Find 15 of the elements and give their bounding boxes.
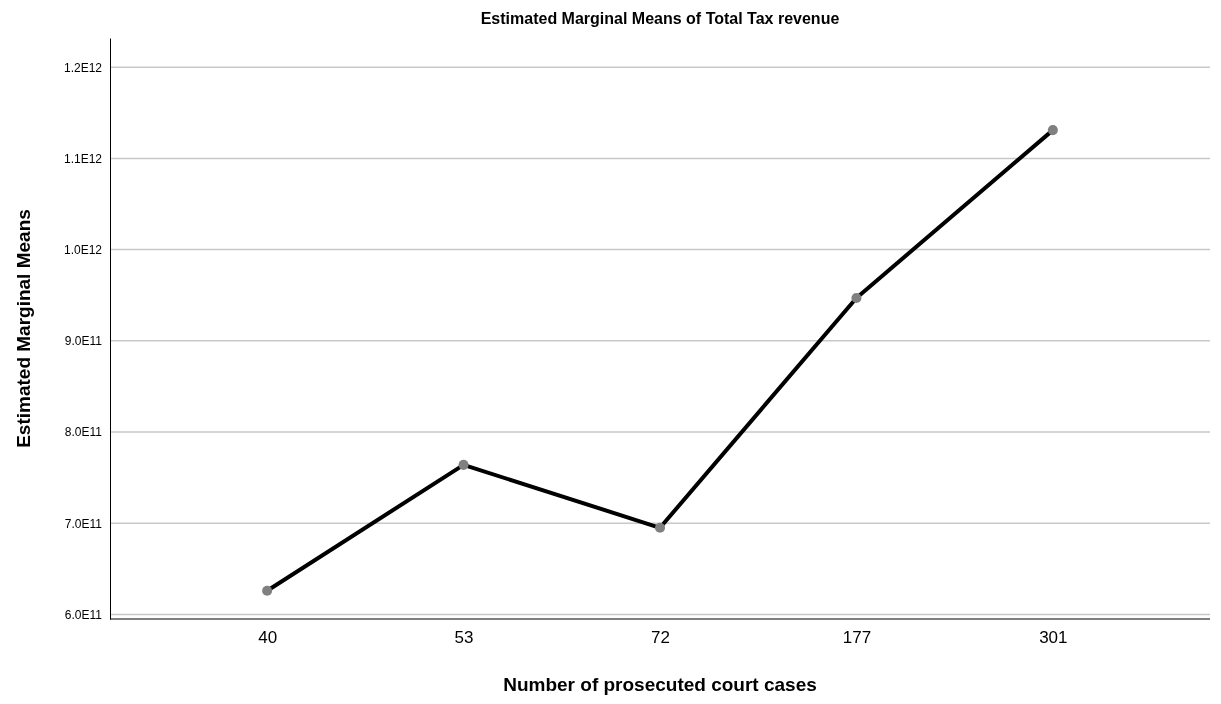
x-tick-label: 301 bbox=[1039, 628, 1068, 648]
y-tick-label: 1.2E12 bbox=[63, 60, 103, 75]
x-tick-label: 177 bbox=[842, 628, 872, 648]
y-tick-label: 1.0E12 bbox=[63, 242, 103, 257]
y-tick-label: 7.0E11 bbox=[64, 516, 103, 531]
x-tick-label: 53 bbox=[454, 628, 474, 648]
y-axis-title: Estimated Marginal Means bbox=[13, 209, 34, 448]
y-tick-label: 9.0E11 bbox=[64, 334, 103, 349]
x-tick-label: 40 bbox=[258, 628, 278, 648]
y-tick-label: 6.0E11 bbox=[64, 607, 103, 622]
x-tick-label: 72 bbox=[651, 628, 670, 648]
chart-title: Estimated Marginal Means of Total Tax revenue bbox=[480, 10, 840, 27]
y-tick-label: 1.1E12 bbox=[63, 151, 103, 166]
x-axis-title: Number of prosecuted court cases bbox=[503, 674, 817, 695]
y-tick-label: 8.0E11 bbox=[64, 425, 103, 440]
